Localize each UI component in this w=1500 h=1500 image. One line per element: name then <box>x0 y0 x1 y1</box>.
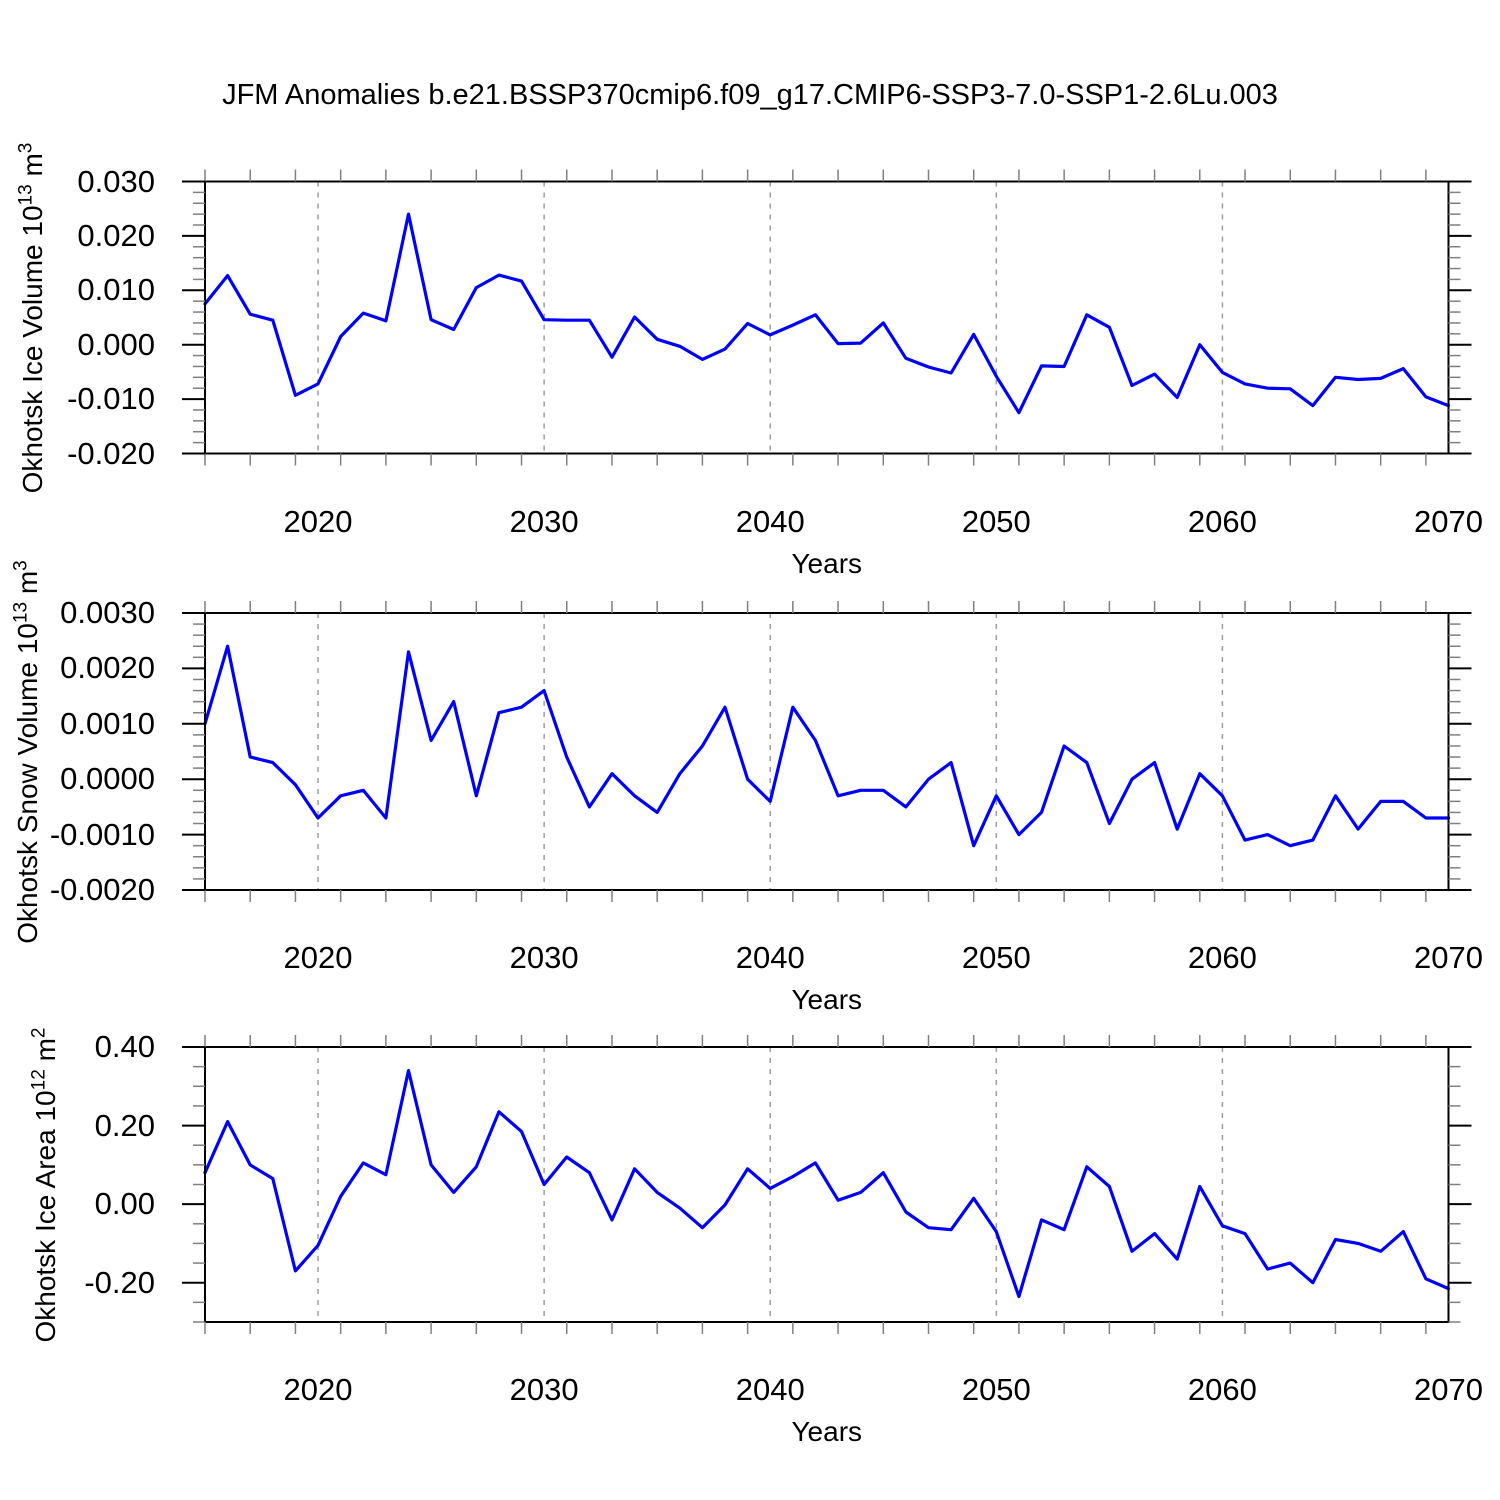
x-tick-label-2050: 2050 <box>961 940 1031 975</box>
x-tick-label-2030: 2030 <box>509 940 579 975</box>
y-tick-label: -0.020 <box>67 435 155 471</box>
panel-frame-1 <box>204 180 1450 455</box>
y-axis-title-text: m <box>30 1037 61 1069</box>
x-tick-label-2040: 2040 <box>735 940 805 975</box>
x-tick-label-2020: 2020 <box>283 940 353 975</box>
y-tick-label: 0.010 <box>77 272 155 308</box>
y-axis-title-text: m <box>17 152 48 184</box>
figure-title: JFM Anomalies b.e21.BSSP370cmip6.f09_g17… <box>222 79 1278 111</box>
y-axis-title-exponent: 12 <box>28 1068 50 1090</box>
series-okhotsk-snow-volume <box>203 644 1451 848</box>
y-tick-label: 0.000 <box>77 326 155 362</box>
y-tick-label: -0.0020 <box>49 872 155 907</box>
y-tick-label: 0.0000 <box>60 761 155 797</box>
x-axis-title-panel3: Years <box>791 1416 863 1447</box>
x-tick-label-2070: 2070 <box>1414 503 1483 539</box>
y-tick-label: 0.030 <box>77 163 155 199</box>
y-axis-title-text: m <box>12 570 43 602</box>
x-tick-label-2040: 2040 <box>735 1372 805 1407</box>
x-tick-label-2050: 2050 <box>961 503 1031 539</box>
x-axis-title-panel2: Years <box>791 984 863 1015</box>
x-tick-label-2030: 2030 <box>509 503 579 539</box>
y-axis-title-exponent: 13 <box>10 601 32 623</box>
y-tick-label: -0.0010 <box>49 816 155 852</box>
x-tick-label-2030: 2030 <box>509 1372 579 1407</box>
x-tick-label-2050: 2050 <box>961 1372 1031 1407</box>
y-tick-label: 0.0030 <box>60 595 155 630</box>
series-okhotsk-ice-area <box>203 1068 1451 1299</box>
y-axis-title-ice-area: Okhotsk Ice Area 1012 m2 <box>28 875 64 1495</box>
y-tick-label: 0.0020 <box>60 650 155 686</box>
y-tick-label: 0.020 <box>77 217 155 253</box>
x-tick-label-2060: 2060 <box>1187 1372 1257 1407</box>
y-axis-title-exponent: 3 <box>10 559 32 571</box>
x-axis-title-panel1: Years <box>791 547 863 579</box>
x-tick-label-2070: 2070 <box>1414 940 1483 975</box>
x-tick-label-2020: 2020 <box>283 1372 353 1407</box>
y-axis-title-exponent: 3 <box>15 142 37 153</box>
series-okhotsk-ice-volume <box>203 212 1451 415</box>
y-axis-title-exponent: 2 <box>28 1027 50 1038</box>
y-tick-label: -0.010 <box>67 381 155 417</box>
x-tick-label-2060: 2060 <box>1187 940 1257 975</box>
x-tick-label-2070: 2070 <box>1414 1372 1483 1407</box>
x-tick-label-2060: 2060 <box>1187 503 1257 539</box>
y-tick-label: 0.40 <box>94 1029 155 1064</box>
y-tick-label: 0.20 <box>94 1107 155 1143</box>
y-axis-title-text: Okhotsk Ice Area 10 <box>30 1089 61 1343</box>
y-tick-label: 0.00 <box>94 1186 155 1222</box>
x-tick-label-2020: 2020 <box>283 503 353 539</box>
y-tick-label: 0.0010 <box>60 705 155 741</box>
y-tick-label: -0.20 <box>84 1264 155 1300</box>
y-axis-title-exponent: 13 <box>15 183 37 205</box>
panel-frame-2 <box>204 612 1450 891</box>
x-tick-label-2040: 2040 <box>735 503 805 539</box>
